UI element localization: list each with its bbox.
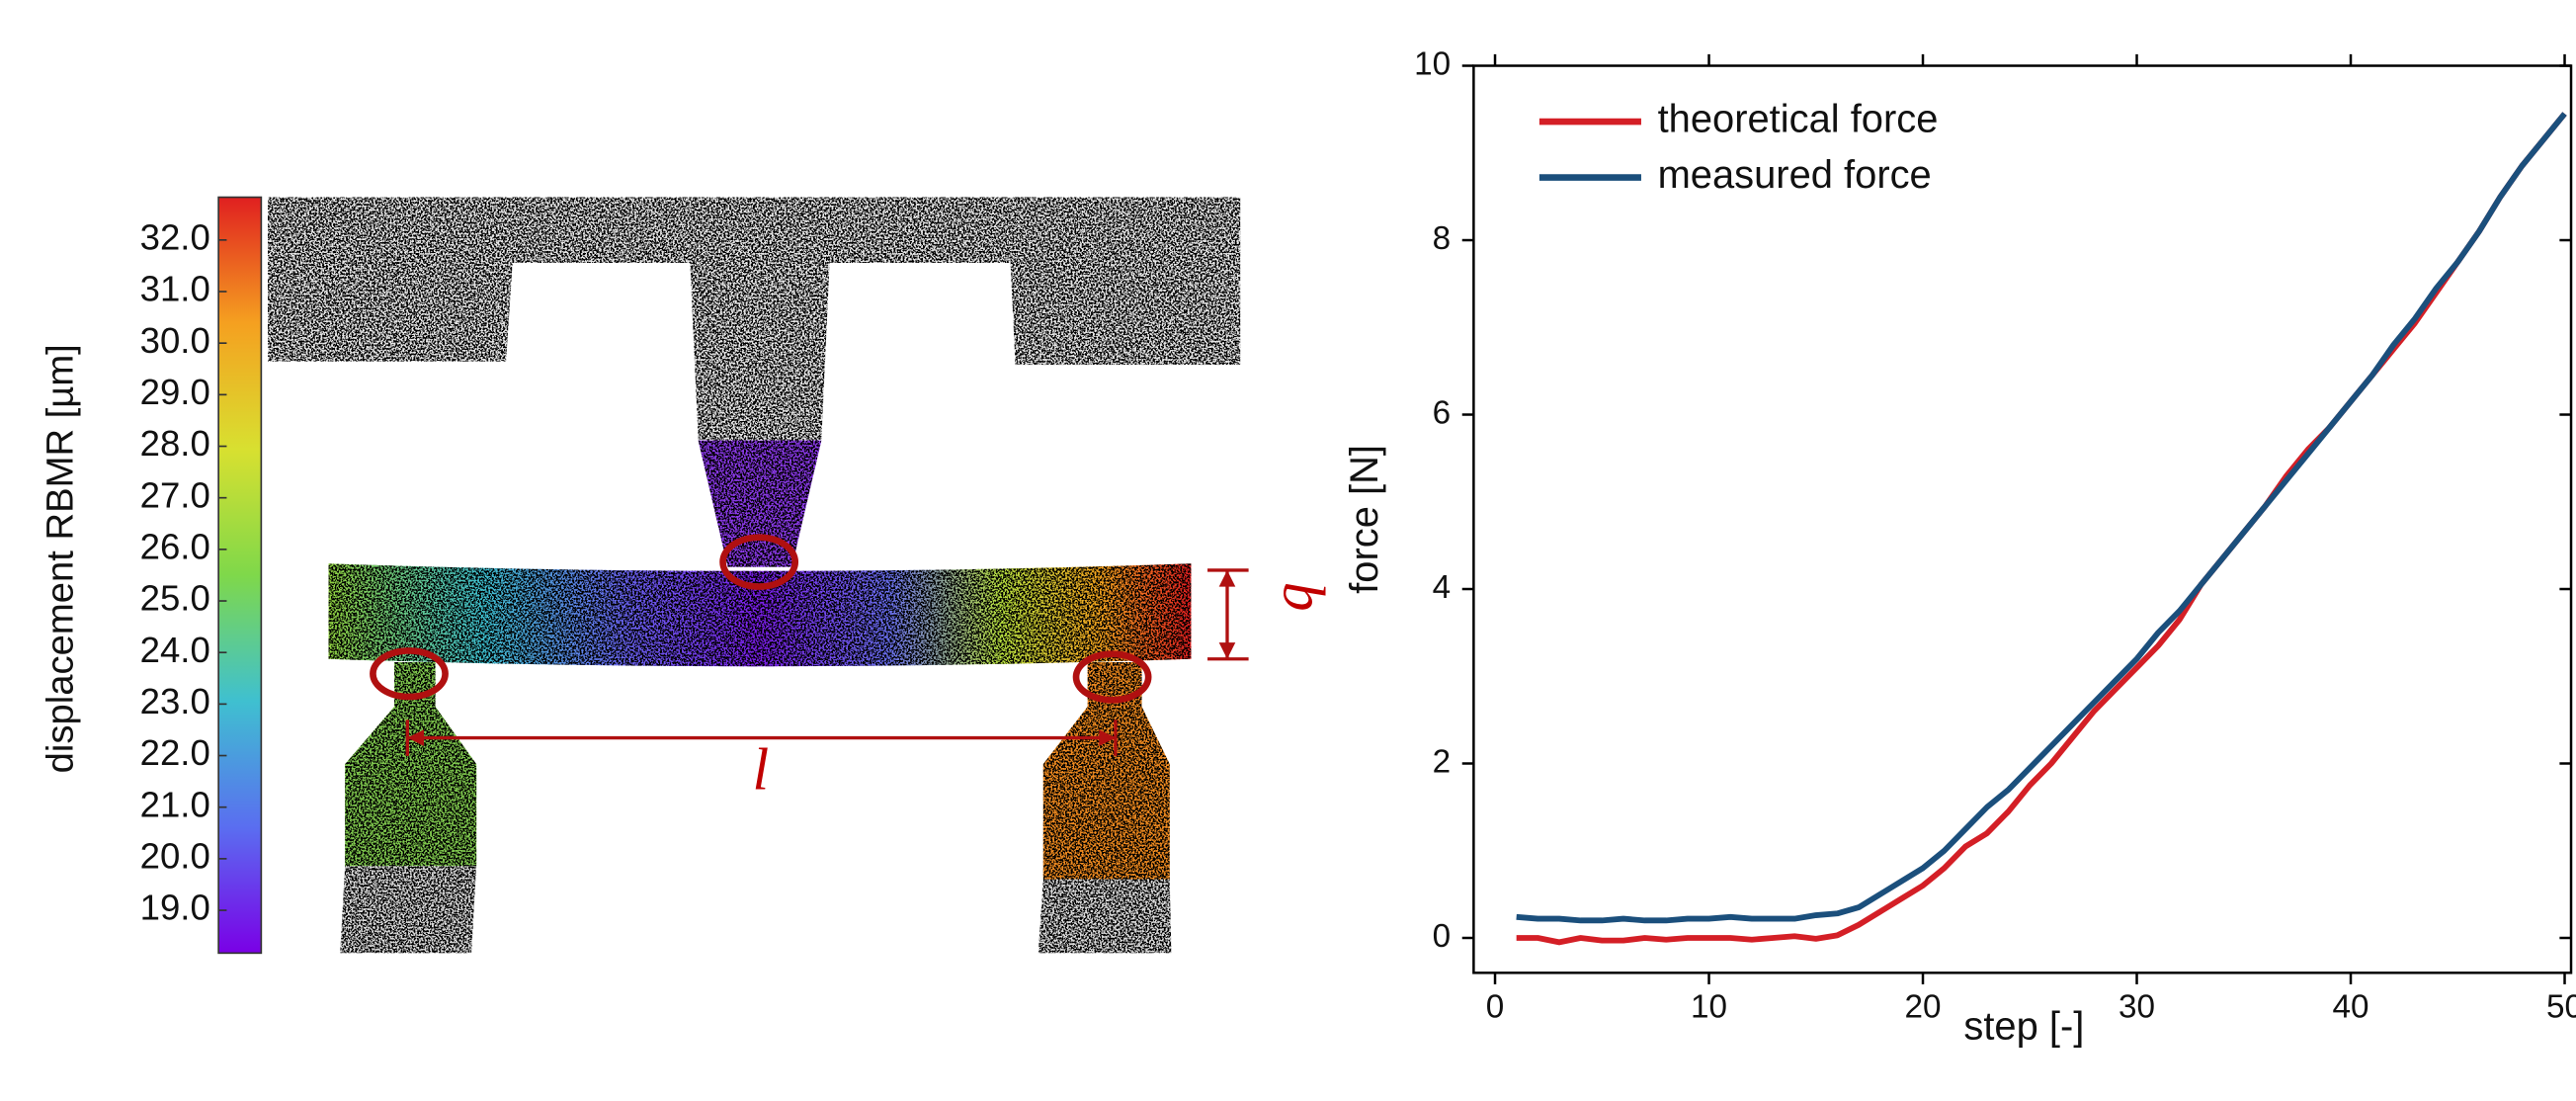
legend-label: theoretical force bbox=[1658, 98, 1939, 141]
colorbar-tick-label: 21.0 bbox=[140, 784, 210, 824]
y-axis-label: force [N] bbox=[1343, 445, 1386, 594]
colorbar-label: displacement RBMR [µm] bbox=[39, 344, 81, 773]
colorbar-tick-label: 24.0 bbox=[140, 630, 210, 670]
colorbar-tick-label: 28.0 bbox=[140, 423, 210, 464]
colorbar-tick-label: 26.0 bbox=[140, 527, 210, 567]
y-tick-label: 0 bbox=[1433, 918, 1451, 955]
colorbar-tick-label: 22.0 bbox=[140, 732, 210, 773]
colorbar-tick-label: 23.0 bbox=[140, 681, 210, 721]
colorbar-tick-label: 32.0 bbox=[140, 216, 210, 257]
x-tick-label: 50 bbox=[2546, 989, 2576, 1026]
y-tick-label: 8 bbox=[1433, 220, 1451, 257]
colorbar-tick-label: 31.0 bbox=[140, 269, 210, 309]
plot-frame bbox=[1472, 64, 2573, 974]
annotations bbox=[370, 534, 1249, 756]
x-tick-label: 10 bbox=[1691, 989, 1727, 1026]
colorbar-tick-label: 29.0 bbox=[140, 372, 210, 412]
y-tick-label: 6 bbox=[1433, 394, 1451, 431]
x-tick-label: 40 bbox=[2333, 989, 2369, 1026]
x-tick-label: 20 bbox=[1905, 989, 1942, 1026]
colorbar-tick-label: 27.0 bbox=[140, 474, 210, 515]
colorbar-tick-label: 30.0 bbox=[140, 320, 210, 361]
y-tick-label: 2 bbox=[1433, 743, 1451, 780]
specimen-image bbox=[268, 197, 1241, 954]
colorbar-tick-label: 25.0 bbox=[140, 578, 210, 619]
colorbar-tick-label: 19.0 bbox=[140, 888, 210, 928]
colorbar bbox=[217, 196, 263, 955]
data-line bbox=[1516, 112, 2567, 924]
legend-label: measured force bbox=[1658, 153, 1932, 197]
y-tick-label: 4 bbox=[1433, 569, 1451, 606]
data-line bbox=[1516, 112, 2567, 946]
x-tick-label: 0 bbox=[1486, 989, 1505, 1026]
colorbar-tick-label: 20.0 bbox=[140, 836, 210, 877]
x-axis-label: step [-] bbox=[1963, 1004, 2084, 1048]
y-tick-label: 10 bbox=[1414, 45, 1451, 82]
annotation-l: l bbox=[752, 737, 769, 803]
annotation-b: b bbox=[1272, 582, 1337, 612]
x-tick-label: 30 bbox=[2119, 989, 2155, 1026]
